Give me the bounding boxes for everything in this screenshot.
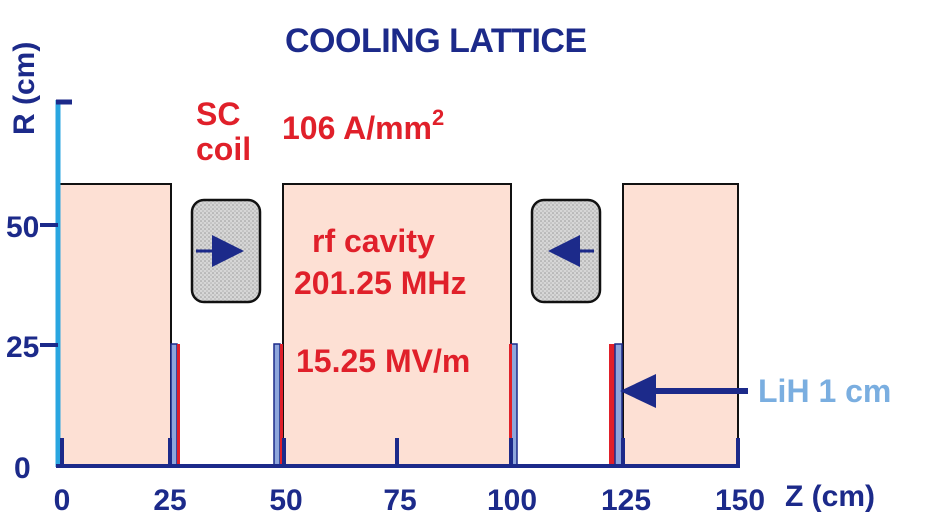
lih-arrow-icon xyxy=(620,374,748,408)
window-1 xyxy=(177,344,180,466)
x-tick-label-25: 25 xyxy=(153,484,186,517)
x-tick-label-0: 0 xyxy=(54,484,71,517)
lih-label: LiH 1 cm xyxy=(758,373,891,409)
window-4 xyxy=(609,344,615,466)
x-tick-label-100: 100 xyxy=(487,484,537,517)
lih-absorber-2 xyxy=(273,343,281,467)
rf-cavity-left xyxy=(57,183,172,467)
rf-cavity-center xyxy=(282,183,512,467)
lih-absorber-4 xyxy=(614,343,623,467)
x-tick-label-125: 125 xyxy=(601,484,651,517)
diagram-title: COOLING LATTICE xyxy=(285,22,587,60)
window-3 xyxy=(509,344,512,466)
rf-frequency-label: 201.25 MHz xyxy=(294,265,467,301)
sc-coil-label-line1: SC xyxy=(196,96,240,132)
y-axis-label: R (cm) xyxy=(8,42,41,135)
x-tick-marks xyxy=(60,438,740,466)
window-2 xyxy=(280,344,283,466)
current-density-label: 106 A/mm2 xyxy=(282,105,444,146)
y-tick-label-25: 25 xyxy=(6,331,39,364)
rf-cavity-right xyxy=(622,183,739,467)
x-tick-label-50: 50 xyxy=(269,484,302,517)
x-tick-label-75: 75 xyxy=(383,484,416,517)
x-axis-label: Z (cm) xyxy=(785,480,875,513)
rf-gradient-label: 15.25 MV/m xyxy=(296,343,470,379)
y-tick-label-0: 0 xyxy=(14,452,31,485)
sc-coil-label-line2: coil xyxy=(196,131,251,167)
y-tick-label-50: 50 xyxy=(6,211,39,244)
rf-cavity-label: rf cavity xyxy=(312,223,435,259)
coil-arrow-right-icon xyxy=(196,235,244,267)
x-tick-label-150: 150 xyxy=(715,484,765,517)
coil-arrow-left-icon xyxy=(548,235,594,267)
